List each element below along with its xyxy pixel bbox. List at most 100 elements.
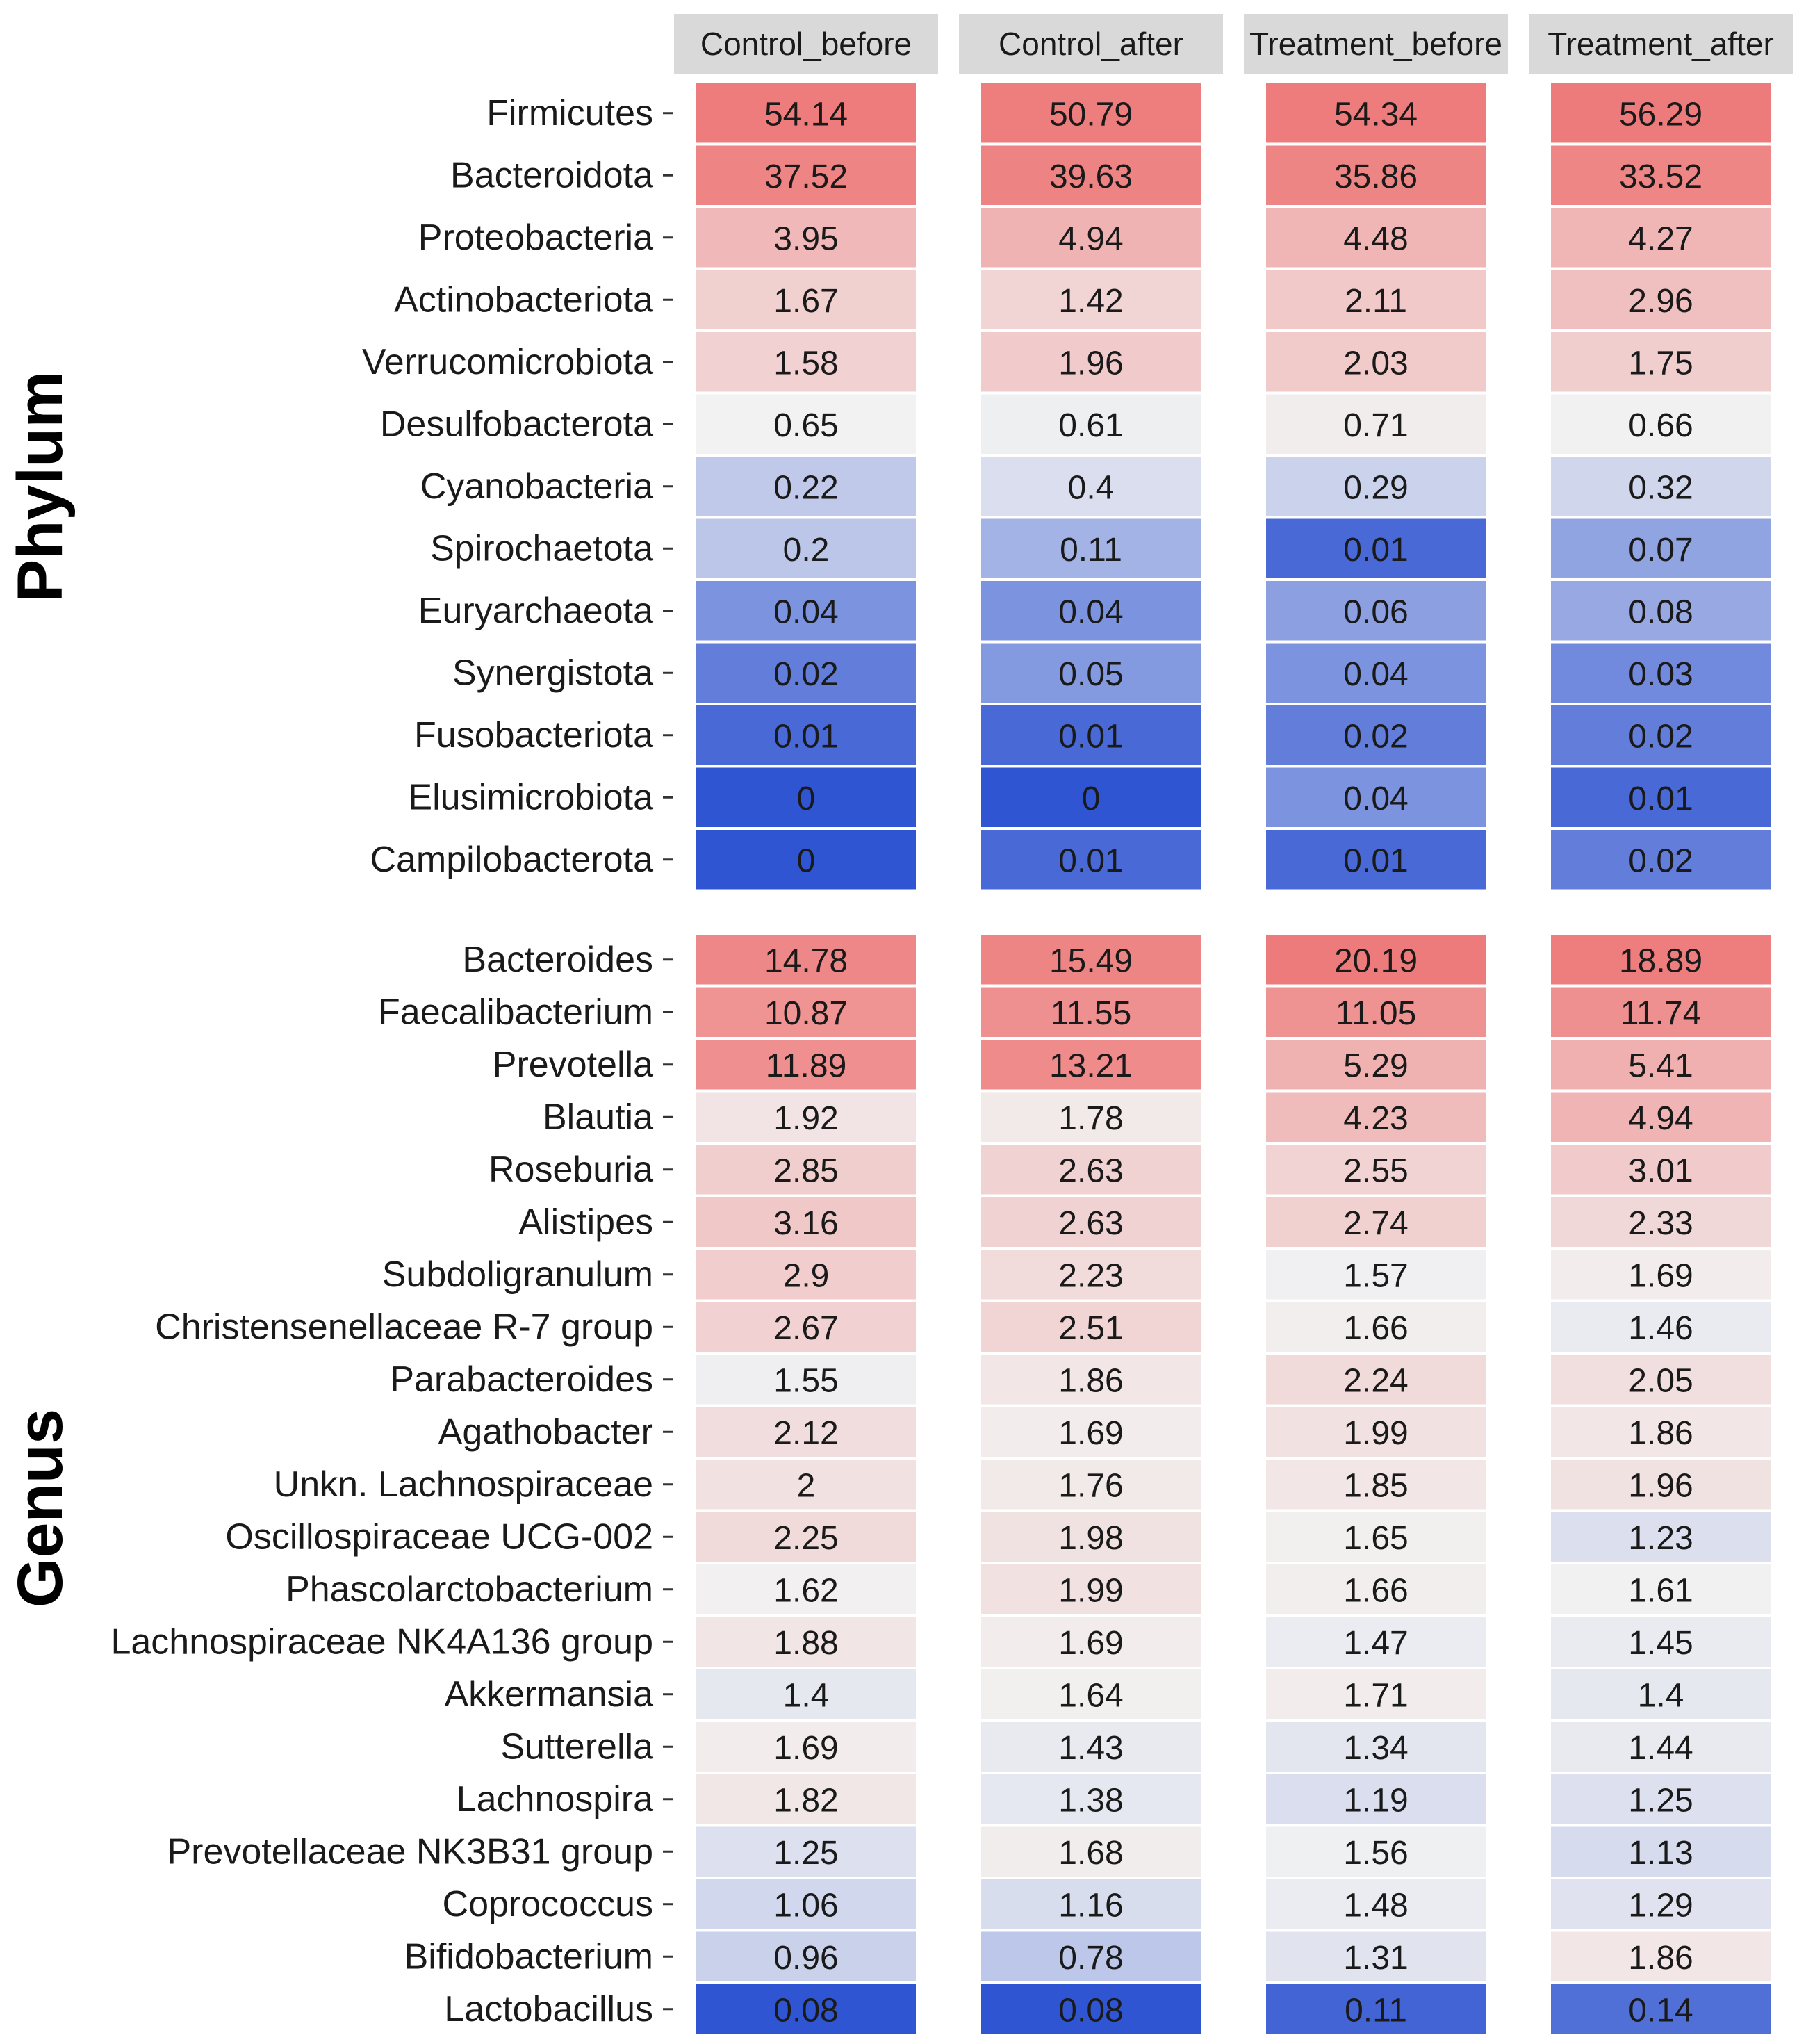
heatmap-cell [1551, 1040, 1771, 1090]
cell-value: 1.4 [1638, 1677, 1684, 1714]
row-label: Phascolarctobacterium [286, 1569, 653, 1610]
heatmap-cell [696, 208, 916, 268]
cell-value: 1.4 [783, 1677, 830, 1714]
cell-value: 0.71 [1343, 407, 1408, 444]
heatmap-cell [1266, 1564, 1486, 1614]
heatmap-cell [1551, 1774, 1771, 1824]
cell-value: 0.04 [1343, 656, 1408, 693]
heatmap-cell [981, 1302, 1201, 1352]
heatmap-cell [981, 1197, 1201, 1247]
cell-value: 3.01 [1628, 1152, 1693, 1189]
heatmap-cell [1266, 145, 1486, 205]
heatmap-cell [1266, 208, 1486, 268]
row-label: Subdoligranulum [382, 1254, 653, 1295]
cell-value: 1.82 [773, 1782, 838, 1819]
cell-value: 18.89 [1619, 942, 1702, 979]
cell-value: 1.23 [1628, 1520, 1693, 1557]
heatmap-cell [981, 83, 1201, 143]
row-label: Agathobacter [438, 1412, 653, 1452]
cell-value: 0.02 [1343, 718, 1408, 755]
heatmap-cell [696, 394, 916, 454]
row-label: Akkermansia [444, 1674, 653, 1715]
cell-value: 1.69 [1058, 1625, 1123, 1662]
heatmap-cell [1551, 767, 1771, 827]
heatmap-cell [696, 518, 916, 578]
heatmap-cell [696, 457, 916, 516]
heatmap-cell [1266, 767, 1486, 827]
cell-value: 0.11 [1345, 1992, 1407, 2029]
row-label: Bifidobacterium [404, 1936, 653, 1977]
heatmap-cell [696, 270, 916, 329]
row-label: Prevotella [493, 1045, 653, 1085]
cell-value: 1.56 [1343, 1835, 1408, 1872]
cell-value: 0.01 [1058, 842, 1123, 879]
heatmap-cell [1551, 1826, 1771, 1877]
heatmap-cell [1266, 83, 1486, 143]
facet-title-genus: Genus [5, 1409, 76, 1608]
cell-value: 11.89 [766, 1047, 847, 1084]
cell-value: 11.05 [1336, 995, 1417, 1032]
cell-value: 1.64 [1058, 1677, 1123, 1714]
row-label: Bacteroidota [450, 155, 653, 195]
cell-value: 2.03 [1343, 345, 1408, 382]
heatmap-cell [981, 767, 1201, 827]
cell-value: 37.52 [764, 158, 848, 195]
heatmap-cell [696, 705, 916, 765]
heatmap-cell [1266, 1092, 1486, 1142]
cell-value: 1.76 [1058, 1467, 1123, 1504]
heatmap-cell [981, 1040, 1201, 1090]
cell-value: 0.04 [1058, 594, 1123, 630]
row-label: Prevotellaceae NK3B31 group [167, 1831, 653, 1872]
heatmap-cell [1551, 1197, 1771, 1247]
cell-value: 35.86 [1334, 158, 1418, 195]
heatmap-cell [1266, 1460, 1486, 1510]
heatmap-cell [981, 581, 1201, 641]
heatmap-cell [696, 1302, 916, 1352]
cell-value: 0.01 [1343, 532, 1408, 569]
heatmap-cell [1551, 1460, 1771, 1510]
cell-value: 10.87 [764, 995, 848, 1032]
heatmap-cell [696, 1145, 916, 1195]
row-label: Campilobacterota [370, 840, 653, 880]
cell-value: 1.38 [1058, 1782, 1123, 1819]
heatmap-cell [1266, 1407, 1486, 1457]
heatmap-cell [1266, 1512, 1486, 1562]
cell-value: 1.96 [1058, 345, 1123, 382]
row-label: Firmicutes [486, 93, 653, 133]
row-label: Bacteroides [462, 940, 653, 980]
heatmap-cell [696, 1826, 916, 1877]
cell-value: 1.99 [1343, 1415, 1408, 1452]
heatmap-cell [696, 1564, 916, 1614]
cell-value: 0.08 [1628, 594, 1693, 630]
cell-value: 1.86 [1058, 1362, 1123, 1399]
heatmap-cell [1266, 1250, 1486, 1300]
heatmap-cell [1266, 518, 1486, 578]
heatmap-cell [696, 1197, 916, 1247]
heatmap-cell [981, 935, 1201, 985]
heatmap-cell [696, 332, 916, 392]
heatmap-cell [1551, 394, 1771, 454]
cell-value: 0.96 [773, 1940, 838, 1977]
cell-value: 11.74 [1620, 995, 1702, 1032]
heatmap-cell [981, 643, 1201, 703]
row-label: Proteobacteria [418, 218, 653, 258]
cell-value: 1.13 [1628, 1835, 1693, 1872]
cell-value: 54.34 [1334, 96, 1418, 133]
row-label: Oscillospiraceae UCG-002 [225, 1516, 653, 1557]
cell-value: 4.48 [1343, 220, 1408, 257]
cell-value: 1.25 [773, 1835, 838, 1872]
cell-value: 0.03 [1628, 656, 1693, 693]
heatmap-cell [1551, 1931, 1771, 1981]
cell-value: 1.58 [773, 345, 838, 382]
row-label: Unkn. Lachnospiraceae [274, 1464, 653, 1505]
cell-value: 2.74 [1343, 1205, 1408, 1242]
row-label: Spirochaetota [430, 528, 653, 569]
cell-value: 1.55 [773, 1362, 838, 1399]
cell-value: 1.31 [1343, 1940, 1408, 1977]
heatmap-cell [696, 1669, 916, 1719]
cell-value: 0.05 [1058, 656, 1123, 693]
heatmap-cell [1551, 270, 1771, 329]
heatmap-cell [696, 1040, 916, 1090]
heatmap-cell [1551, 1355, 1771, 1405]
heatmap-cell [696, 1879, 916, 1929]
